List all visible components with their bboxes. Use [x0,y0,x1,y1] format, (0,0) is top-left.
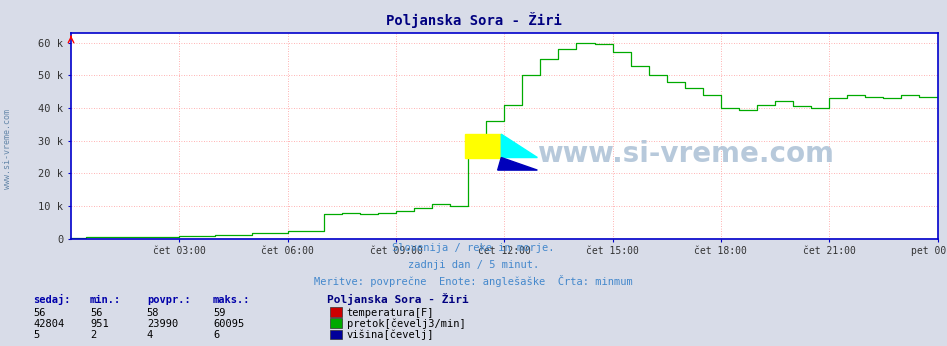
Text: 42804: 42804 [33,319,64,329]
Text: 60095: 60095 [213,319,244,329]
Text: min.:: min.: [90,295,121,305]
Text: Meritve: povprečne  Enote: anglešaške  Črta: minmum: Meritve: povprečne Enote: anglešaške Črt… [314,275,633,288]
Text: 56: 56 [33,308,45,318]
Text: 58: 58 [147,308,159,318]
Text: višina[čevelj]: višina[čevelj] [347,330,434,340]
Text: sedaj:: sedaj: [33,294,71,305]
Text: 2: 2 [90,330,97,340]
Text: www.si-vreme.com: www.si-vreme.com [3,109,12,189]
Bar [465,134,501,157]
Text: 4: 4 [147,330,153,340]
Text: Poljanska Sora - Žiri: Poljanska Sora - Žiri [385,12,562,28]
Polygon shape [498,157,537,170]
Polygon shape [501,134,537,157]
Text: Slovenija / reke in morje.: Slovenija / reke in morje. [392,243,555,253]
Text: Poljanska Sora - Žiri: Poljanska Sora - Žiri [327,293,469,305]
Text: 6: 6 [213,330,220,340]
Text: 951: 951 [90,319,109,329]
Text: 59: 59 [213,308,225,318]
Text: 23990: 23990 [147,319,178,329]
Text: 5: 5 [33,330,40,340]
Text: povpr.:: povpr.: [147,295,190,305]
Text: www.si-vreme.com: www.si-vreme.com [537,140,834,168]
Text: pretok[čevelj3/min]: pretok[čevelj3/min] [347,318,465,329]
Text: 56: 56 [90,308,102,318]
Text: zadnji dan / 5 minut.: zadnji dan / 5 minut. [408,260,539,270]
Text: temperatura[F]: temperatura[F] [347,308,434,318]
Text: maks.:: maks.: [213,295,251,305]
